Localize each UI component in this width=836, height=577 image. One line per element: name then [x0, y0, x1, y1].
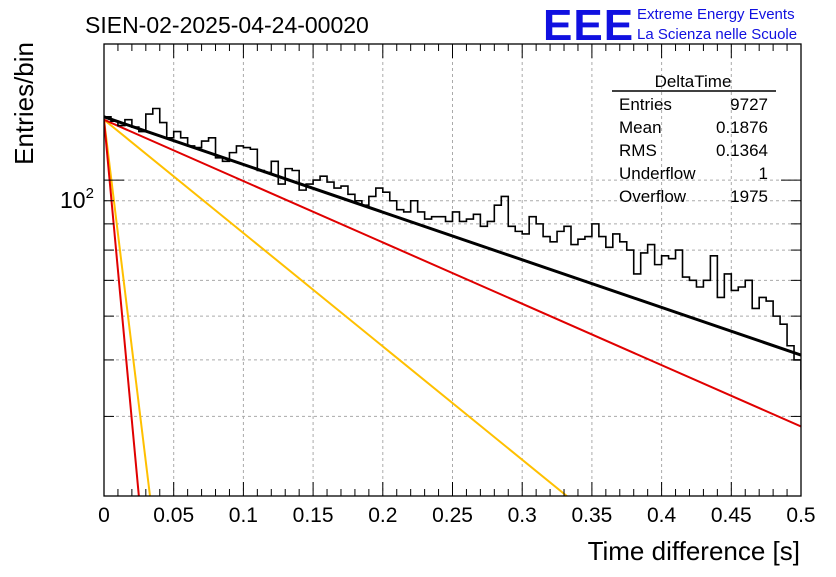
x-tick-label: 0.2 — [368, 504, 397, 527]
y-axis-label: Entries/bin — [9, 42, 39, 165]
tick-layer: 0 0.05 0.1 0.15 0.2 0.25 0.3 0.35 0.4 0.45 0.5 — [98, 43, 816, 527]
data-layer — [104, 107, 801, 496]
fit-line — [104, 118, 568, 496]
x-tick-label: 0.35 — [571, 504, 612, 527]
stats-value-rms: 0.1364 — [716, 141, 768, 160]
stats-value-underflow: 1 — [759, 164, 768, 183]
x-tick-label: 0.15 — [293, 504, 334, 527]
stats-title: DeltaTime — [655, 72, 732, 91]
x-tick-label: 0.1 — [229, 504, 258, 527]
stats-label-rms: RMS — [619, 141, 657, 160]
x-tick-label: 0.4 — [647, 504, 677, 527]
logo-line-2: La Scienza nelle Scuole — [637, 26, 797, 43]
y-tick-label-100: 102 — [60, 185, 94, 213]
x-tick-label: 0.5 — [786, 504, 815, 527]
stats-label-mean: Mean — [619, 118, 662, 137]
x-axis-label: Time difference [s] — [588, 536, 800, 566]
x-tick-label: 0.3 — [508, 504, 537, 527]
fit-line — [104, 118, 801, 428]
logo-line-1: Extreme Energy Events — [637, 6, 795, 23]
fit-line — [104, 119, 151, 496]
grid-layer — [104, 44, 801, 496]
chart-title: SIEN-02-2025-04-24-00020 — [85, 12, 369, 38]
x-tick-label: 0 — [98, 504, 110, 527]
total-fit-line — [104, 115, 801, 357]
stats-label-underflow: Underflow — [619, 164, 696, 183]
stats-value-mean: 0.1876 — [716, 118, 768, 137]
x-tick-label: 0.45 — [711, 504, 752, 527]
fit-line — [104, 119, 140, 496]
stats-label-overflow: Overflow — [619, 187, 687, 206]
eee-logo-mark: EEE — [543, 1, 634, 50]
stats-value-entries: 9727 — [730, 95, 768, 114]
x-tick-label: 0.05 — [153, 504, 194, 527]
stats-label-entries: Entries — [619, 95, 672, 114]
x-tick-label: 0.25 — [432, 504, 473, 527]
stats-value-overflow: 1975 — [730, 187, 768, 206]
stats-box: DeltaTime Entries 9727 Mean 0.1876 RMS 0… — [612, 72, 776, 206]
